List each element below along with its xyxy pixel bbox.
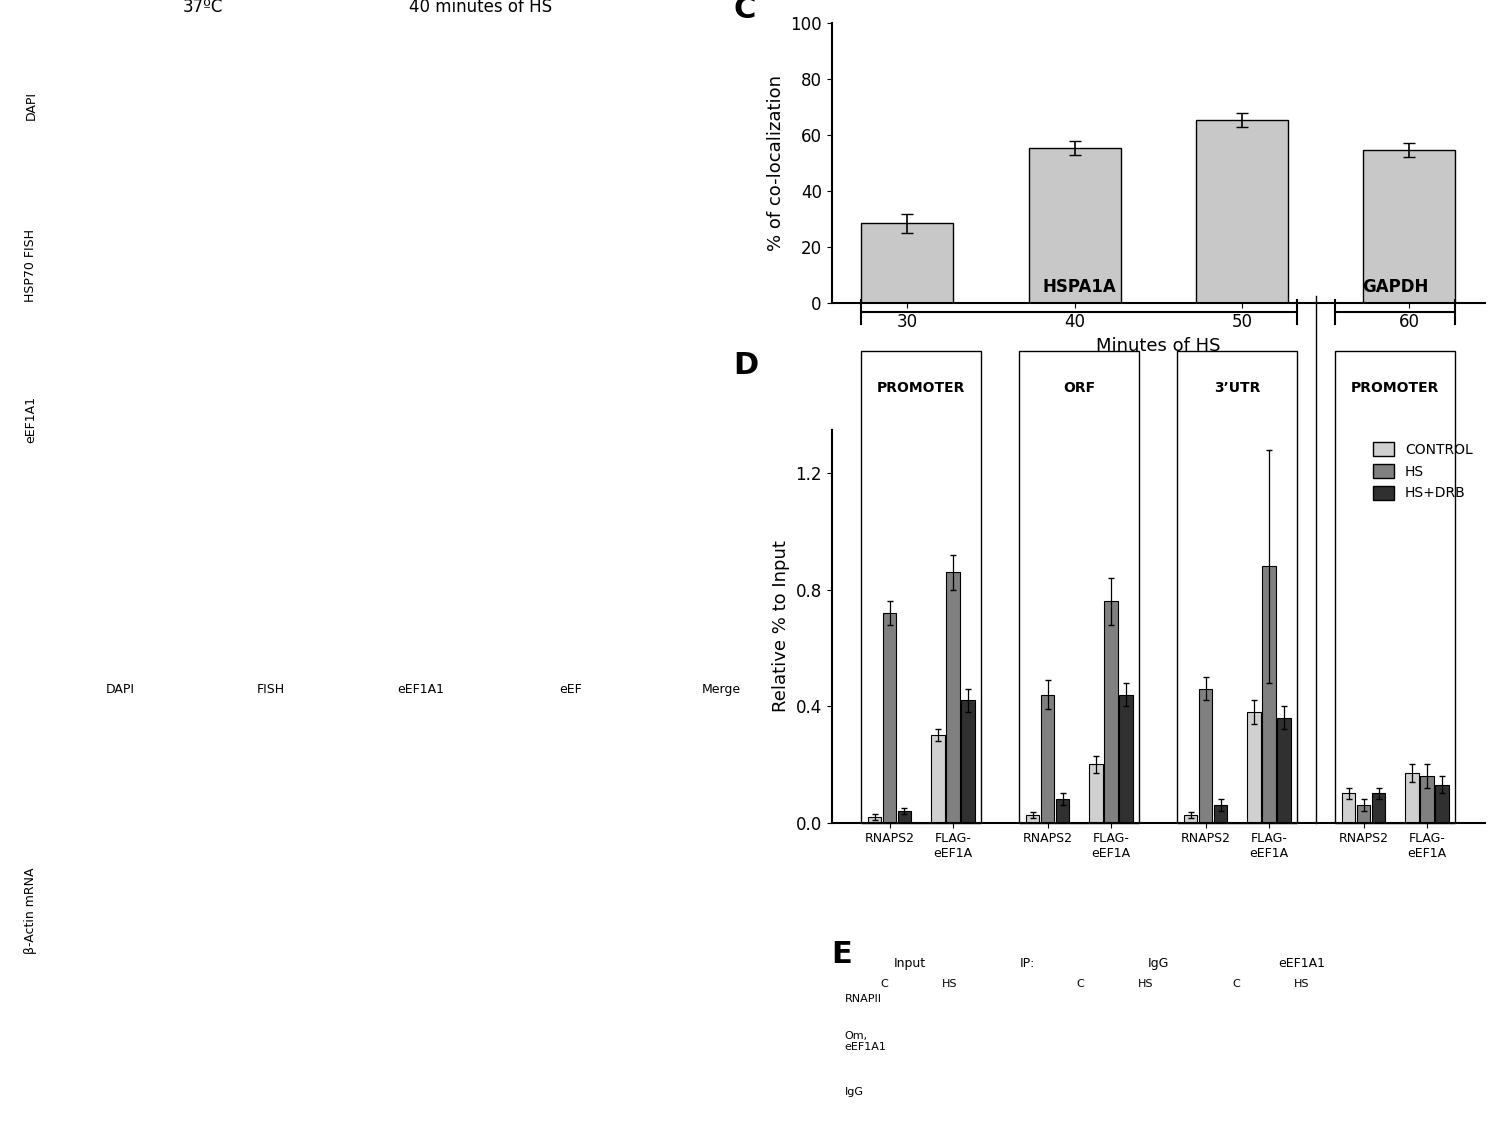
Text: β-Actin mRNA: β-Actin mRNA bbox=[24, 868, 38, 954]
Text: IP:: IP: bbox=[1020, 958, 1035, 970]
Bar bbox=[868, 816, 882, 823]
Bar bbox=[1364, 150, 1455, 303]
Text: 40 minutes of HS: 40 minutes of HS bbox=[410, 0, 552, 16]
Bar bbox=[1020, 351, 1140, 823]
Text: ORF: ORF bbox=[1064, 382, 1095, 396]
Text: Merge: Merge bbox=[702, 683, 741, 697]
Text: E: E bbox=[831, 940, 852, 969]
Text: C: C bbox=[880, 979, 888, 990]
Text: eEF1A1: eEF1A1 bbox=[398, 683, 444, 697]
Bar bbox=[1342, 793, 1356, 823]
Text: C: C bbox=[734, 0, 756, 24]
Bar bbox=[1184, 815, 1197, 823]
Text: GAPDH: GAPDH bbox=[1362, 278, 1428, 296]
Text: B: B bbox=[53, 709, 75, 738]
Text: PROMOTER: PROMOTER bbox=[1352, 382, 1440, 396]
Text: DAPI: DAPI bbox=[24, 91, 38, 121]
Bar bbox=[962, 700, 975, 823]
Bar bbox=[1436, 784, 1449, 823]
Text: eEF: eEF bbox=[560, 683, 582, 697]
Bar bbox=[884, 613, 897, 823]
Text: HSPA1A: HSPA1A bbox=[1042, 278, 1116, 296]
Text: C: C bbox=[1233, 979, 1240, 990]
Bar bbox=[1104, 602, 1118, 823]
Bar bbox=[1119, 694, 1132, 823]
Text: HS: HS bbox=[1294, 979, 1310, 990]
Legend: CONTROL, HS, HS+DRB: CONTROL, HS, HS+DRB bbox=[1368, 437, 1478, 506]
Bar bbox=[861, 223, 954, 303]
Text: eEF1A1: eEF1A1 bbox=[24, 396, 38, 442]
Text: IgG: IgG bbox=[1148, 958, 1168, 970]
Bar bbox=[932, 735, 945, 823]
Bar bbox=[1372, 793, 1384, 823]
Bar bbox=[1056, 799, 1070, 823]
Text: D: D bbox=[734, 351, 759, 380]
Bar bbox=[1263, 567, 1275, 823]
Bar bbox=[1214, 805, 1227, 823]
Bar bbox=[898, 811, 910, 823]
Y-axis label: % of co-localization: % of co-localization bbox=[766, 75, 784, 251]
Bar bbox=[1041, 694, 1054, 823]
Text: 3’UTR: 3’UTR bbox=[1214, 382, 1260, 396]
Bar bbox=[1276, 718, 1290, 823]
Bar bbox=[1358, 805, 1371, 823]
Bar bbox=[1089, 764, 1102, 823]
Bar bbox=[946, 572, 960, 823]
Text: IgG: IgG bbox=[844, 1086, 864, 1097]
Text: DAPI: DAPI bbox=[105, 683, 135, 697]
Text: HSP70 FISH: HSP70 FISH bbox=[24, 229, 38, 302]
Text: HS: HS bbox=[1137, 979, 1154, 990]
Text: PROMOTER: PROMOTER bbox=[878, 382, 966, 396]
Text: eEF1A1: eEF1A1 bbox=[1278, 958, 1326, 970]
Bar bbox=[1026, 815, 1039, 823]
Text: A: A bbox=[53, 30, 76, 58]
Y-axis label: Relative % to Input: Relative % to Input bbox=[772, 540, 790, 712]
Bar bbox=[1420, 776, 1434, 823]
Bar bbox=[1196, 120, 1288, 303]
Text: Om,
eEF1A1: Om, eEF1A1 bbox=[844, 1031, 886, 1052]
Text: HS: HS bbox=[942, 979, 957, 990]
Text: C: C bbox=[1076, 979, 1083, 990]
Text: 37ºC: 37ºC bbox=[183, 0, 224, 16]
Bar bbox=[861, 351, 981, 823]
X-axis label: Minutes of HS: Minutes of HS bbox=[1096, 336, 1221, 355]
Bar bbox=[1029, 148, 1120, 303]
Text: FISH: FISH bbox=[256, 683, 285, 697]
Bar bbox=[1178, 351, 1298, 823]
Bar bbox=[1198, 689, 1212, 823]
Bar bbox=[1335, 351, 1455, 823]
Text: RNAPII: RNAPII bbox=[844, 994, 882, 1004]
Bar bbox=[1248, 712, 1262, 823]
Bar bbox=[1406, 773, 1419, 823]
Text: Input: Input bbox=[894, 958, 926, 970]
